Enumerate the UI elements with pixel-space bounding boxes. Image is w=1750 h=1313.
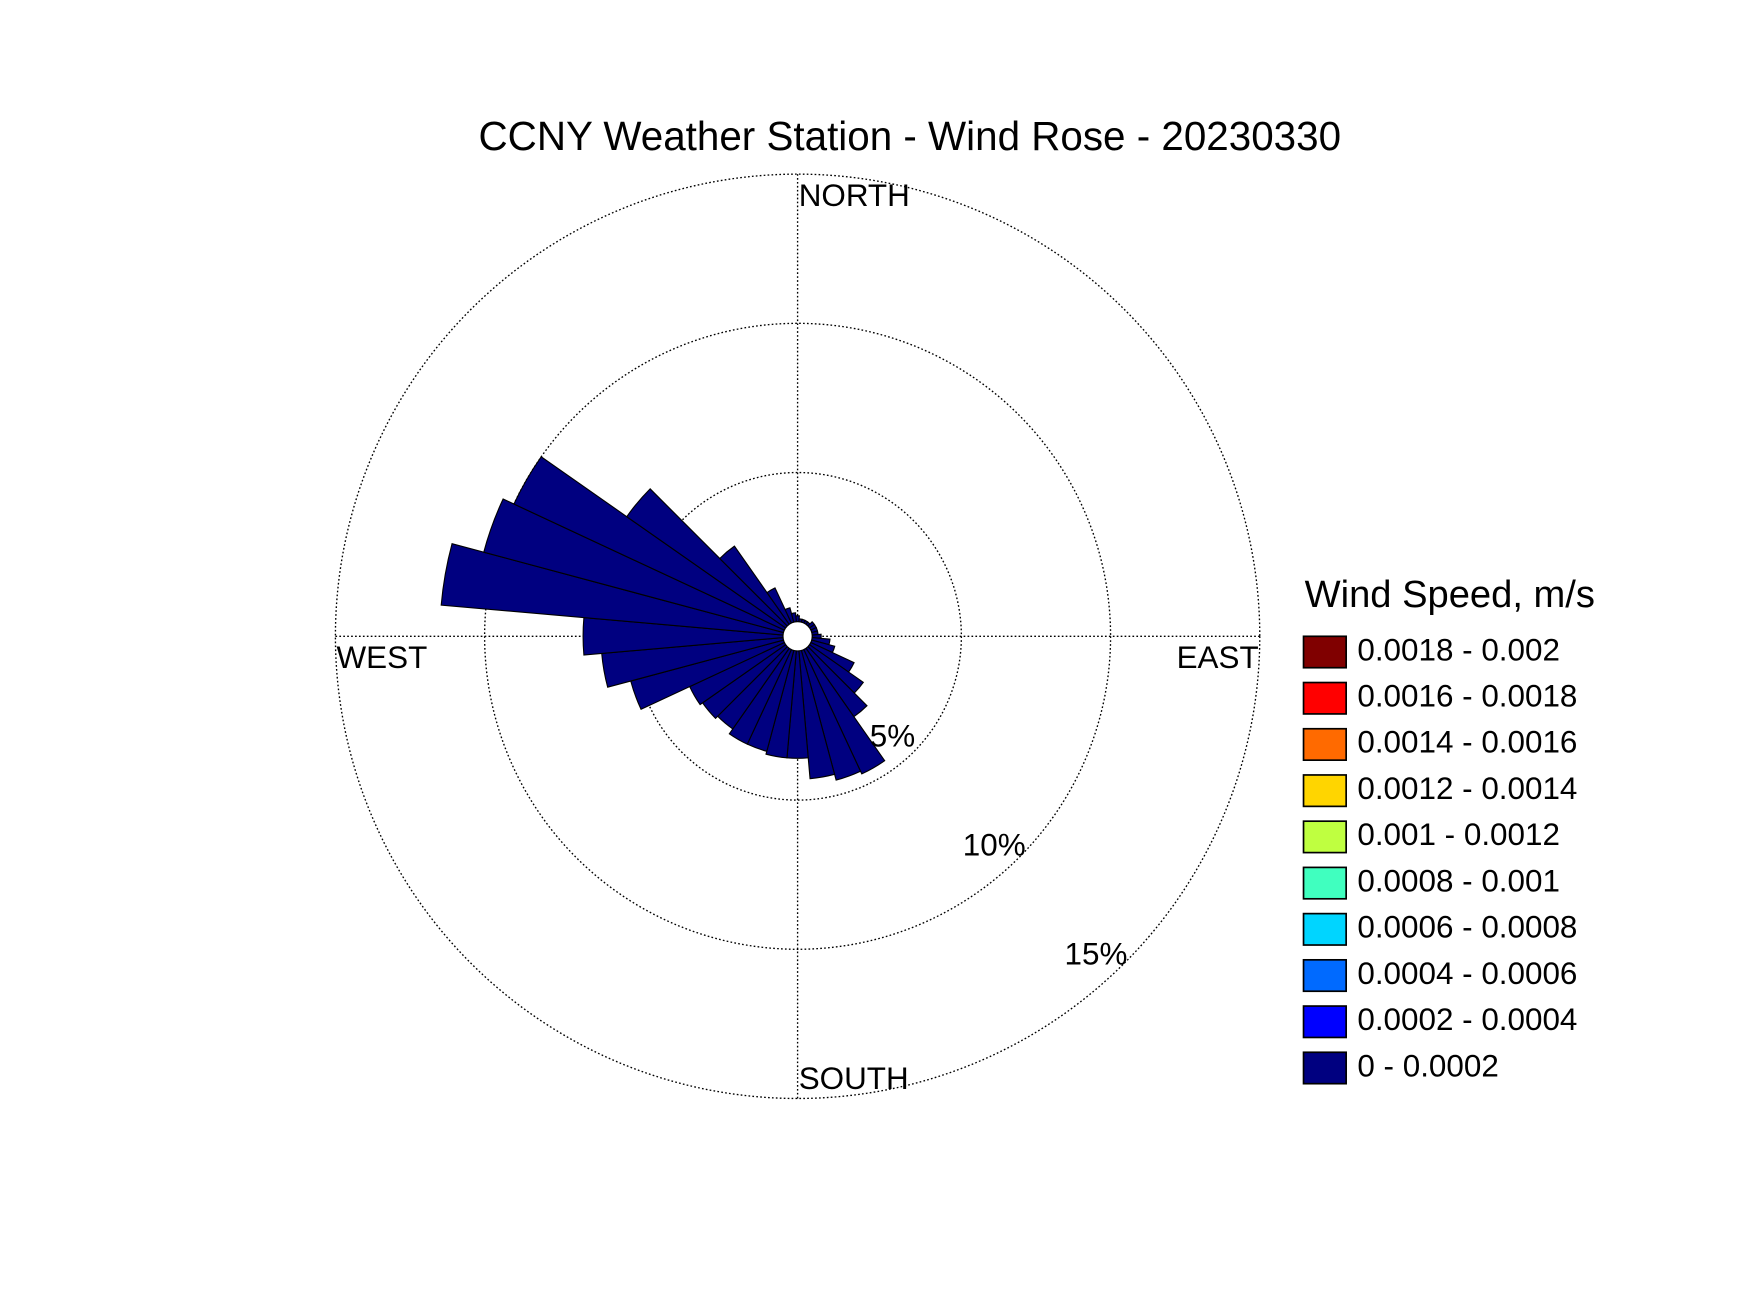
direction-label: SOUTH bbox=[799, 1061, 909, 1096]
legend-label: 0.001 - 0.0012 bbox=[1357, 817, 1560, 852]
legend-label: 0.0018 - 0.002 bbox=[1357, 632, 1560, 667]
legend-title: Wind Speed, m/s bbox=[1305, 573, 1595, 616]
direction-label: NORTH bbox=[799, 178, 910, 213]
direction-label: WEST bbox=[337, 640, 428, 675]
legend-swatch bbox=[1302, 820, 1347, 854]
legend-label: 0.0008 - 0.001 bbox=[1357, 863, 1560, 898]
legend-swatch bbox=[1302, 774, 1347, 808]
direction-label: EAST bbox=[1177, 640, 1259, 675]
legend-label: 0.0014 - 0.0016 bbox=[1357, 725, 1577, 760]
r-tick-label: 15% bbox=[1065, 937, 1128, 972]
legend-label: 0.0012 - 0.0014 bbox=[1357, 771, 1577, 806]
legend-label: 0.0016 - 0.0018 bbox=[1357, 679, 1577, 714]
legend-swatch bbox=[1302, 1051, 1347, 1085]
legend-swatch bbox=[1302, 635, 1347, 669]
r-tick-label: 10% bbox=[963, 827, 1026, 862]
legend-swatch bbox=[1302, 958, 1347, 993]
legend-label: 0 - 0.0002 bbox=[1357, 1048, 1498, 1083]
legend-swatch bbox=[1302, 681, 1347, 715]
legend-label: 0.0006 - 0.0008 bbox=[1357, 910, 1577, 945]
legend-swatch bbox=[1302, 1005, 1347, 1039]
legend-label: 0.0004 - 0.0006 bbox=[1357, 956, 1577, 991]
center-hole bbox=[782, 621, 813, 652]
r-tick-label: 5% bbox=[870, 718, 915, 753]
legend-label: 0.0002 - 0.0004 bbox=[1357, 1002, 1577, 1037]
chart-title: CCNY Weather Station - Wind Rose - 20230… bbox=[479, 113, 1342, 159]
legend-swatch bbox=[1302, 866, 1347, 900]
legend-swatch bbox=[1302, 727, 1347, 761]
legend-swatch bbox=[1302, 912, 1347, 946]
